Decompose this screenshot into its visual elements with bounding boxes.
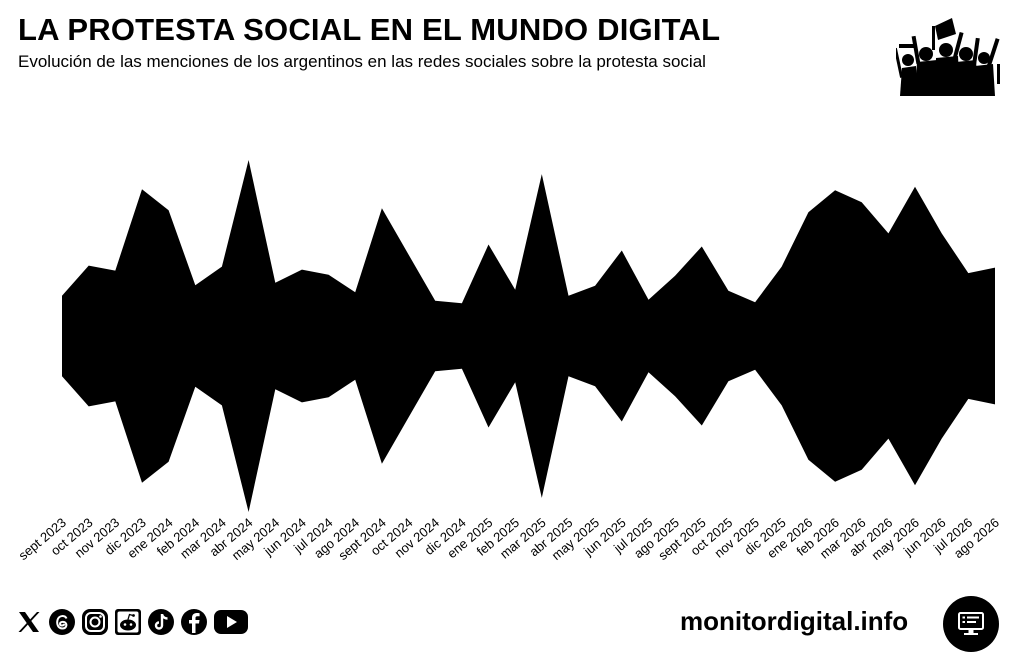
monitor-badge[interactable] (943, 596, 999, 652)
instagram-icon[interactable] (80, 606, 110, 638)
stream-area (62, 160, 995, 512)
monitor-icon (958, 612, 984, 635)
threads-icon[interactable] (47, 606, 77, 638)
site-link[interactable]: monitordigital.info (680, 606, 909, 636)
reddit-icon[interactable] (113, 606, 143, 638)
page-title: LA PROTESTA SOCIAL EN EL MUNDO DIGITAL (18, 12, 721, 47)
x-icon[interactable] (14, 606, 44, 638)
protest-crowd-icon (896, 18, 1000, 96)
social-icons-row (14, 606, 250, 638)
youtube-icon[interactable] (212, 606, 250, 638)
page-subtitle: Evolución de las menciones de los argent… (18, 52, 706, 71)
facebook-icon[interactable] (179, 606, 209, 638)
tiktok-icon[interactable] (146, 606, 176, 638)
